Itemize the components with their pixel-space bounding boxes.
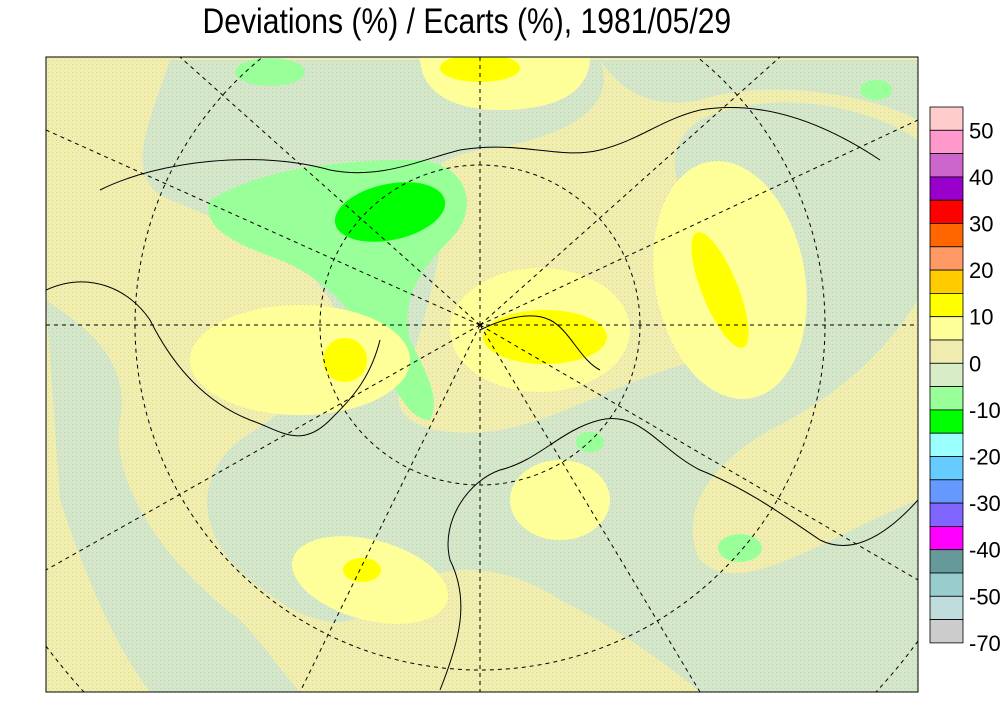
legend-swatch [929,432,964,457]
legend-label: 50 [969,118,993,143]
legend-swatch [929,572,964,597]
coastlines [46,107,918,691]
legend-label: -50 [969,584,1000,609]
legend-label: 0 [969,351,981,376]
legend-swatch [929,269,964,294]
legend-swatch [929,386,964,411]
legend-swatch [929,129,964,155]
legend-swatch [929,456,964,481]
legend-label: 20 [969,258,993,283]
legend-label: -30 [969,491,1000,516]
legend-swatch [929,339,964,364]
legend-label: 40 [969,165,993,190]
legend-swatch [929,316,964,341]
legend-swatch [929,199,964,224]
legend-swatch [929,479,964,504]
legend-swatch [929,549,964,574]
legend-label: 10 [969,305,993,330]
legend-swatch [929,223,964,248]
legend-swatch [929,246,964,271]
legend-label: 30 [969,212,993,237]
map-field [46,57,918,692]
legend-swatch [929,153,964,178]
legend-swatch [929,362,964,387]
legend-swatch [929,595,964,620]
legend-swatch [929,292,964,318]
legend-swatch [929,106,964,131]
legend-swatch [929,502,964,527]
legend-label: -10 [969,398,1000,423]
legend-swatch [929,409,964,434]
legend-label: -40 [969,538,1000,563]
legend-swatch [929,619,964,644]
map-frame [45,56,919,693]
map-title: Deviations (%) / Ecarts (%), 1981/05/29 [202,2,732,41]
legend-swatch [929,176,964,201]
color-legend: 50 40 30 20 10 0 -10 -20 -30 -40 -50 -70 [929,106,1000,656]
legend-swatch [929,526,964,551]
legend-label: -20 [969,445,1000,470]
legend-label: -70 [969,631,1000,656]
